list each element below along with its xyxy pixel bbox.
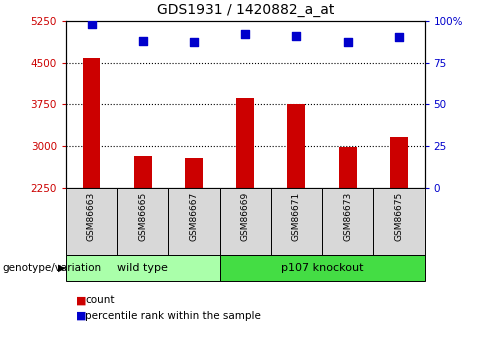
Point	[344, 40, 352, 45]
Point	[293, 33, 301, 39]
Text: GSM86673: GSM86673	[343, 191, 352, 241]
Bar	[168, 188, 220, 255]
Text: percentile rank within the sample: percentile rank within the sample	[85, 311, 261, 321]
Bar	[236, 98, 254, 314]
Text: GSM86665: GSM86665	[138, 191, 147, 241]
Bar	[185, 158, 203, 314]
Text: wild type: wild type	[117, 263, 168, 273]
Bar	[117, 188, 168, 255]
Title: GDS1931 / 1420882_a_at: GDS1931 / 1420882_a_at	[157, 3, 334, 17]
Text: p107 knockout: p107 knockout	[281, 263, 364, 273]
Text: count: count	[85, 295, 115, 305]
Bar	[339, 147, 357, 314]
Text: GSM86663: GSM86663	[87, 191, 96, 241]
Text: GSM86671: GSM86671	[292, 191, 301, 241]
Point	[190, 40, 198, 45]
Text: GSM86669: GSM86669	[241, 191, 250, 241]
Point	[88, 21, 96, 27]
Text: ■: ■	[76, 311, 86, 321]
Text: GSM86667: GSM86667	[189, 191, 199, 241]
Bar	[220, 255, 425, 281]
Text: ■: ■	[76, 295, 86, 305]
Bar	[287, 104, 305, 314]
Bar	[66, 255, 220, 281]
Point	[242, 31, 249, 37]
Bar	[220, 188, 271, 255]
Bar	[271, 188, 322, 255]
Text: genotype/variation: genotype/variation	[2, 263, 102, 273]
Bar	[373, 188, 425, 255]
Text: ▶: ▶	[58, 263, 65, 273]
Point	[139, 38, 147, 43]
Text: GSM86675: GSM86675	[394, 191, 404, 241]
Bar	[390, 137, 408, 314]
Point	[395, 35, 403, 40]
Bar	[82, 58, 101, 314]
Bar	[66, 188, 117, 255]
Bar	[322, 188, 373, 255]
Bar	[134, 156, 152, 314]
